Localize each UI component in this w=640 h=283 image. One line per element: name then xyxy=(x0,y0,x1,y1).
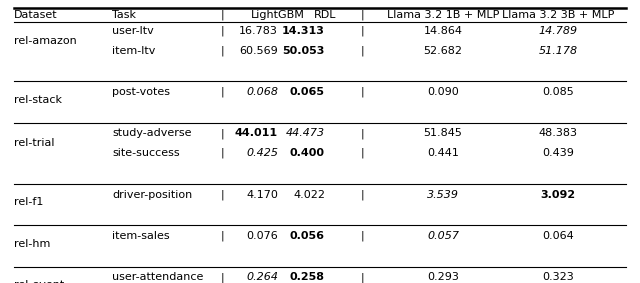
Text: 0.425: 0.425 xyxy=(246,148,278,158)
Text: 4.022: 4.022 xyxy=(293,190,325,200)
Text: 0.065: 0.065 xyxy=(290,87,325,97)
Text: 0.258: 0.258 xyxy=(290,273,325,282)
Text: |: | xyxy=(360,148,364,158)
Text: 14.313: 14.313 xyxy=(282,26,325,36)
Text: |: | xyxy=(220,231,224,241)
Text: Llama 3.2 3B + MLP: Llama 3.2 3B + MLP xyxy=(502,10,614,20)
Text: user-attendance: user-attendance xyxy=(112,273,204,282)
Text: 4.170: 4.170 xyxy=(246,190,278,200)
Text: 0.439: 0.439 xyxy=(542,148,574,158)
Text: |: | xyxy=(360,87,364,97)
Text: 51.178: 51.178 xyxy=(538,46,577,55)
Text: driver-position: driver-position xyxy=(112,190,192,200)
Text: Llama 3.2 1B + MLP: Llama 3.2 1B + MLP xyxy=(387,10,499,20)
Text: rel-event: rel-event xyxy=(14,280,64,283)
Text: 0.064: 0.064 xyxy=(542,231,574,241)
Text: 0.057: 0.057 xyxy=(427,231,459,241)
Text: rel-amazon: rel-amazon xyxy=(14,36,77,46)
Text: 3.539: 3.539 xyxy=(427,190,459,200)
Text: |: | xyxy=(220,148,224,158)
Text: 50.053: 50.053 xyxy=(283,46,325,55)
Text: item-ltv: item-ltv xyxy=(112,46,156,55)
Text: |: | xyxy=(220,9,224,20)
Text: |: | xyxy=(220,45,224,56)
Text: 44.011: 44.011 xyxy=(235,128,278,138)
Text: 14.789: 14.789 xyxy=(538,26,577,36)
Text: rel-trial: rel-trial xyxy=(14,138,54,148)
Text: RDL: RDL xyxy=(314,10,336,20)
Text: 0.068: 0.068 xyxy=(246,87,278,97)
Text: 16.783: 16.783 xyxy=(239,26,278,36)
Text: 52.682: 52.682 xyxy=(424,46,463,55)
Text: 0.056: 0.056 xyxy=(290,231,325,241)
Text: 0.441: 0.441 xyxy=(427,148,459,158)
Text: study-adverse: study-adverse xyxy=(112,128,191,138)
Text: |: | xyxy=(220,189,224,200)
Text: rel-stack: rel-stack xyxy=(14,95,62,105)
Text: 0.085: 0.085 xyxy=(542,87,574,97)
Text: |: | xyxy=(360,272,364,283)
Text: Dataset: Dataset xyxy=(14,10,58,20)
Text: 14.864: 14.864 xyxy=(424,26,463,36)
Text: 0.323: 0.323 xyxy=(542,273,574,282)
Text: |: | xyxy=(220,87,224,97)
Text: 0.293: 0.293 xyxy=(427,273,459,282)
Text: |: | xyxy=(360,189,364,200)
Text: 0.264: 0.264 xyxy=(246,273,278,282)
Text: user-ltv: user-ltv xyxy=(112,26,154,36)
Text: |: | xyxy=(220,272,224,283)
Text: |: | xyxy=(220,26,224,36)
Text: post-votes: post-votes xyxy=(112,87,170,97)
Text: site-success: site-success xyxy=(112,148,180,158)
Text: 0.400: 0.400 xyxy=(290,148,325,158)
Text: 48.383: 48.383 xyxy=(538,128,577,138)
Text: 51.845: 51.845 xyxy=(424,128,463,138)
Text: Task: Task xyxy=(112,10,136,20)
Text: item-sales: item-sales xyxy=(112,231,170,241)
Text: |: | xyxy=(360,128,364,139)
Text: 0.090: 0.090 xyxy=(427,87,459,97)
Text: |: | xyxy=(360,9,364,20)
Text: 0.076: 0.076 xyxy=(246,231,278,241)
Text: rel-hm: rel-hm xyxy=(14,239,51,249)
Text: |: | xyxy=(220,128,224,139)
Text: |: | xyxy=(360,231,364,241)
Text: |: | xyxy=(360,45,364,56)
Text: rel-f1: rel-f1 xyxy=(14,197,44,207)
Text: 60.569: 60.569 xyxy=(239,46,278,55)
Text: 44.473: 44.473 xyxy=(286,128,325,138)
Text: |: | xyxy=(360,26,364,36)
Text: LightGBM: LightGBM xyxy=(251,10,305,20)
Text: 3.092: 3.092 xyxy=(540,190,575,200)
